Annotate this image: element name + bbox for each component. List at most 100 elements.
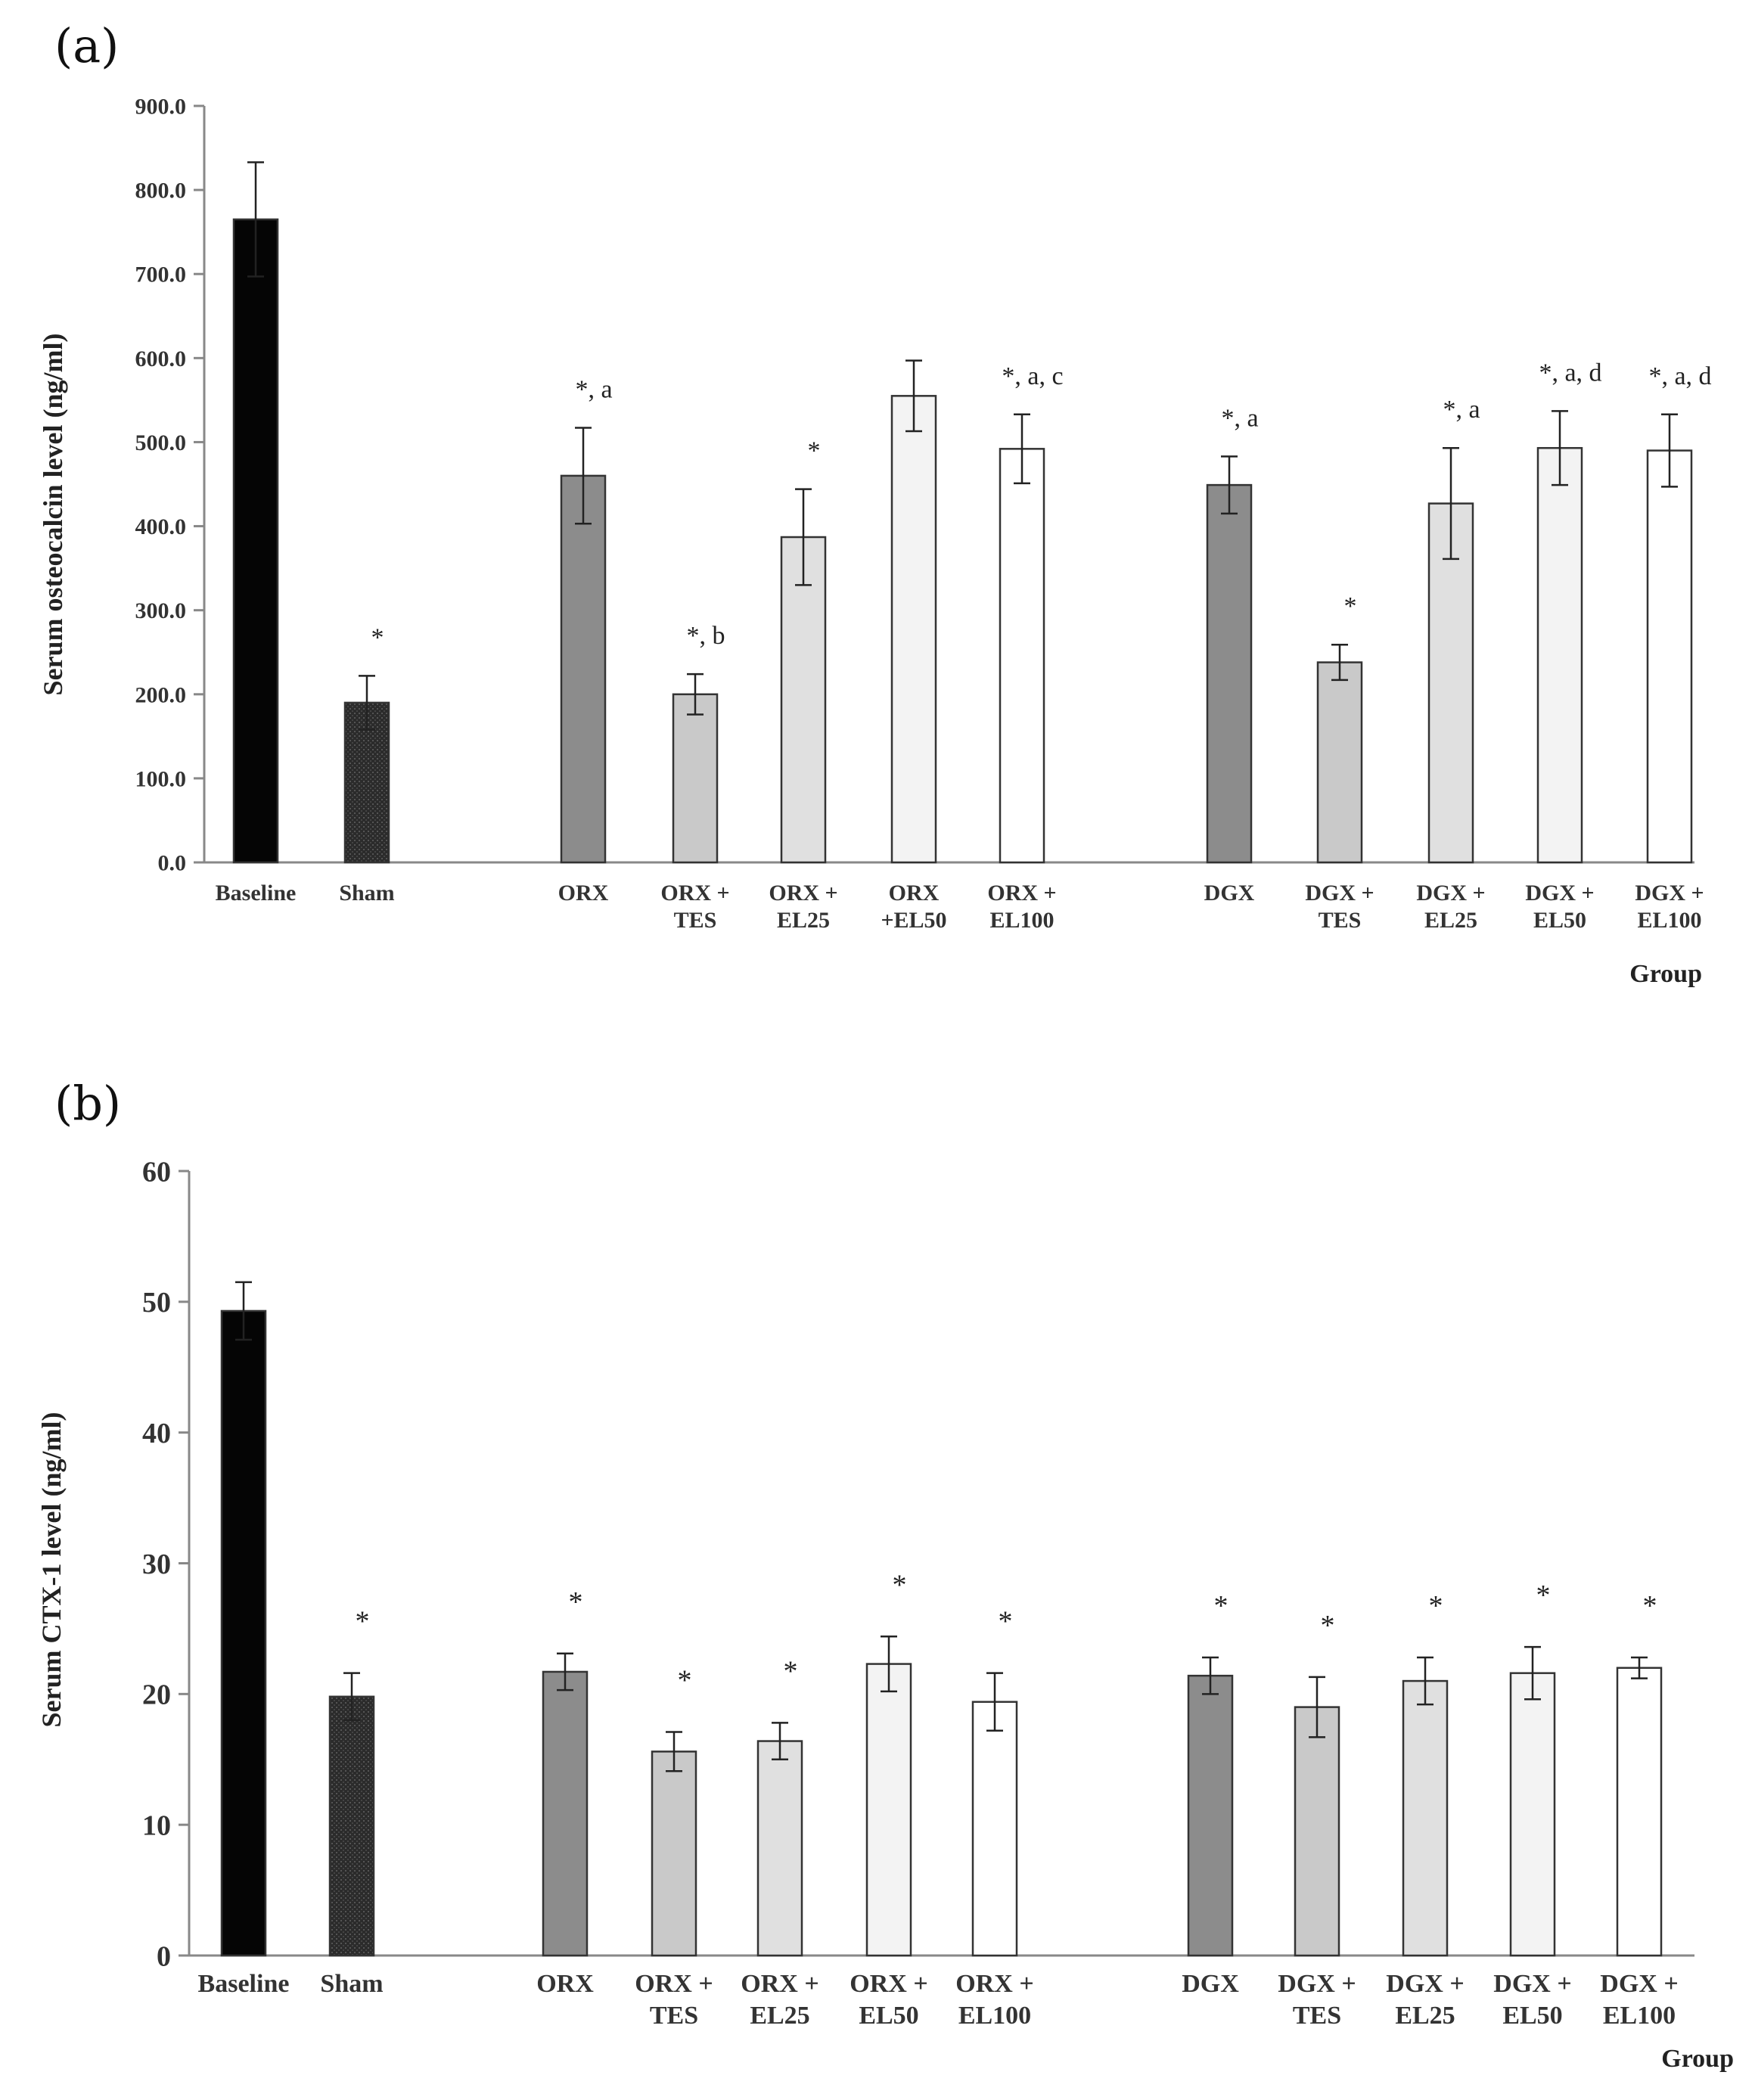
significance-label: * bbox=[999, 1606, 1013, 1638]
bar-orx-tes bbox=[651, 1751, 697, 1957]
category-label-line: EL50 bbox=[1533, 908, 1586, 933]
error-bar bbox=[235, 1281, 252, 1341]
panel-label: (a) bbox=[54, 18, 119, 73]
category-label: ORX bbox=[536, 1970, 594, 1998]
category-label-line: EL25 bbox=[750, 2002, 809, 2030]
category-label-line: EL100 bbox=[1637, 908, 1701, 933]
significance-label: * bbox=[1643, 1590, 1657, 1622]
x-axis-title: Group bbox=[1629, 960, 1702, 988]
bar-dgx-tes bbox=[1294, 1706, 1340, 1957]
category-label-line: +EL50 bbox=[881, 908, 946, 933]
error-bar bbox=[1417, 1656, 1434, 1706]
category-label-line: EL25 bbox=[777, 908, 830, 933]
significance-label: *, b bbox=[687, 622, 725, 650]
bar-dgx-el50 bbox=[1509, 1672, 1556, 1957]
category-label: DGX + EL100 bbox=[1635, 881, 1704, 933]
error-bar bbox=[1331, 643, 1348, 682]
category-label-line: Sham bbox=[320, 1970, 383, 1998]
category-label: ORX + TES bbox=[635, 1970, 713, 2030]
bar-orx-el100 bbox=[971, 1701, 1018, 1957]
category-label: ORX +EL50 bbox=[881, 881, 946, 933]
y-axis-title: Serum osteocalcin level (ng/ml) bbox=[38, 334, 68, 696]
category-label: DGX + EL25 bbox=[1416, 881, 1485, 933]
category-label: DGX + EL50 bbox=[1493, 1970, 1571, 2030]
significance-label: *, a, d bbox=[1648, 362, 1711, 390]
bar-dgx bbox=[1187, 1674, 1234, 1957]
error-bar bbox=[1631, 1656, 1648, 1679]
category-label: ORX bbox=[558, 881, 609, 906]
bar-dgx-el50 bbox=[1536, 446, 1583, 864]
category-label-line: TES bbox=[650, 2002, 698, 2030]
significance-label: * bbox=[1344, 592, 1357, 620]
error-bar bbox=[343, 1672, 360, 1722]
significance-label: *, a, c bbox=[1002, 362, 1063, 390]
category-label-line: ORX + bbox=[741, 1970, 818, 1998]
panel-label: (b) bbox=[54, 1076, 121, 1131]
category-label-line: ORX + bbox=[660, 881, 729, 906]
category-label-line: TES bbox=[1319, 908, 1362, 933]
significance-label: * bbox=[569, 1586, 583, 1618]
y-axis-title: Serum CTX-1 level (ng/ml) bbox=[36, 1412, 67, 1728]
category-label-line: ORX bbox=[536, 1970, 594, 1998]
y-tick-label: 10 bbox=[142, 1810, 171, 1841]
error-bar bbox=[1221, 455, 1238, 515]
bar-orx-tes bbox=[672, 693, 719, 864]
category-label: DGX + TES bbox=[1278, 1970, 1356, 2030]
bar-orx-el50 bbox=[890, 395, 937, 864]
error-bar bbox=[1443, 446, 1459, 561]
category-label-line: DGX bbox=[1182, 1970, 1239, 1998]
y-tick-label: 100.0 bbox=[135, 766, 187, 791]
category-label-line: ORX + bbox=[769, 881, 837, 906]
category-label-line: ORX + bbox=[987, 881, 1056, 906]
category-label: DGX bbox=[1204, 881, 1255, 906]
category-label-line: EL50 bbox=[1502, 2002, 1562, 2030]
category-label-line: Sham bbox=[339, 881, 394, 906]
category-label-line: ORX + bbox=[850, 1970, 927, 1998]
significance-label: * bbox=[371, 623, 384, 651]
category-label: DGX + EL50 bbox=[1525, 881, 1594, 933]
significance-label: *, a, d bbox=[1539, 359, 1601, 387]
category-label-line: EL25 bbox=[1395, 2002, 1455, 2030]
category-label: Baseline bbox=[198, 1970, 290, 1998]
bar-orx bbox=[542, 1670, 589, 1957]
category-label-line: DGX + bbox=[1386, 1970, 1464, 1998]
category-label-line: EL25 bbox=[1424, 908, 1477, 933]
category-label-line: DGX + bbox=[1525, 881, 1594, 906]
category-label-line: DGX + bbox=[1305, 881, 1374, 906]
category-label-line: ORX bbox=[558, 881, 609, 906]
category-label-line: DGX + bbox=[1416, 881, 1485, 906]
bar-orx-el50 bbox=[865, 1663, 912, 1957]
bar-orx bbox=[560, 474, 607, 864]
chart-panel-a: (a) 0.0 100.0 200.0 300.0 400.0 500.0 600.0 700.… bbox=[38, 18, 1712, 988]
category-label-line: TES bbox=[1293, 2002, 1341, 2030]
y-tick-label: 200.0 bbox=[135, 682, 187, 707]
significance-label: * bbox=[678, 1664, 692, 1696]
significance-label: * bbox=[784, 1655, 798, 1687]
category-label-line: EL100 bbox=[958, 2002, 1031, 2030]
error-bar bbox=[1014, 413, 1030, 485]
error-bar bbox=[986, 1672, 1003, 1732]
chart-panel-b: (b) 0 10 20 30 40 50 60 Baseline * Sham * ORX * ORX + T… bbox=[36, 1076, 1734, 2073]
bar-dgx-tes bbox=[1316, 661, 1363, 864]
significance-label: * bbox=[1429, 1590, 1443, 1622]
category-label: ORX + EL100 bbox=[987, 881, 1056, 933]
category-label-line: ORX bbox=[889, 881, 940, 906]
error-bar bbox=[575, 427, 592, 525]
y-tick-label: 0 bbox=[157, 1940, 171, 1972]
category-label: Sham bbox=[339, 881, 394, 906]
y-tick-label: 900.0 bbox=[135, 95, 187, 120]
y-tick-label: 400.0 bbox=[135, 514, 187, 539]
category-label-line: Baseline bbox=[198, 1970, 290, 1998]
significance-label: * bbox=[1536, 1580, 1551, 1611]
error-bar bbox=[359, 675, 375, 731]
y-tick-label: 60 bbox=[142, 1156, 171, 1188]
error-bar bbox=[687, 673, 704, 716]
category-label: Sham bbox=[320, 1970, 383, 1998]
category-label-line: DGX + bbox=[1493, 1970, 1571, 1998]
error-bar bbox=[1524, 1645, 1541, 1701]
error-bar bbox=[1661, 413, 1678, 488]
category-label: Baseline bbox=[216, 881, 297, 906]
y-tick-label: 40 bbox=[142, 1418, 171, 1449]
error-bar bbox=[905, 359, 922, 433]
